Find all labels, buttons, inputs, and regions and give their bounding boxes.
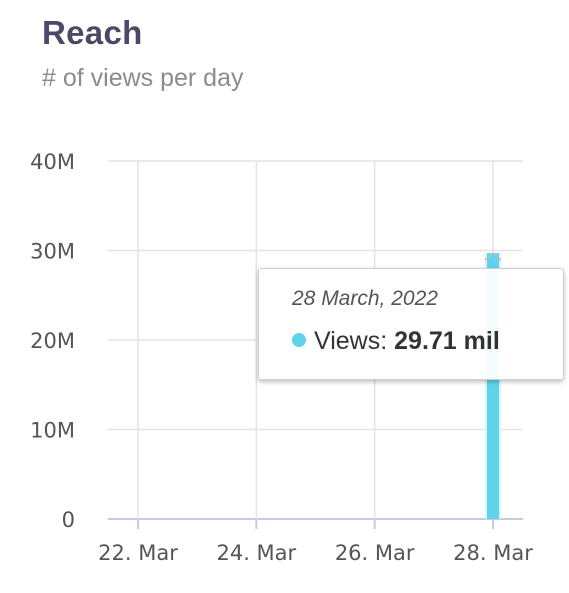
chart-subtitle: # of views per day (42, 64, 244, 92)
y-tick-label: 20M (30, 329, 75, 353)
y-tick-label: 0 (62, 508, 75, 532)
tooltip-pointer (484, 252, 502, 261)
y-tick-label: 40M (30, 150, 75, 174)
series-dot-icon (292, 333, 306, 347)
tooltip-series-label: Views: (314, 327, 395, 355)
chart-tooltip: 28 March, 2022 Views: 29.71 mil (258, 268, 564, 380)
tooltip-row: Views: 29.71 mil (292, 327, 500, 356)
x-tick-label: 26. Mar (335, 541, 415, 565)
tooltip-date: 28 March, 2022 (292, 287, 438, 310)
y-tick-label: 30M (30, 240, 75, 264)
tooltip-value: 29.71 mil (394, 327, 500, 355)
x-tick-label: 24. Mar (216, 541, 296, 565)
x-tick-label: 22. Mar (98, 541, 178, 565)
x-tick-label: 28. Mar (453, 541, 533, 565)
y-tick-label: 10M (30, 419, 75, 443)
chart-title: Reach (42, 14, 143, 51)
